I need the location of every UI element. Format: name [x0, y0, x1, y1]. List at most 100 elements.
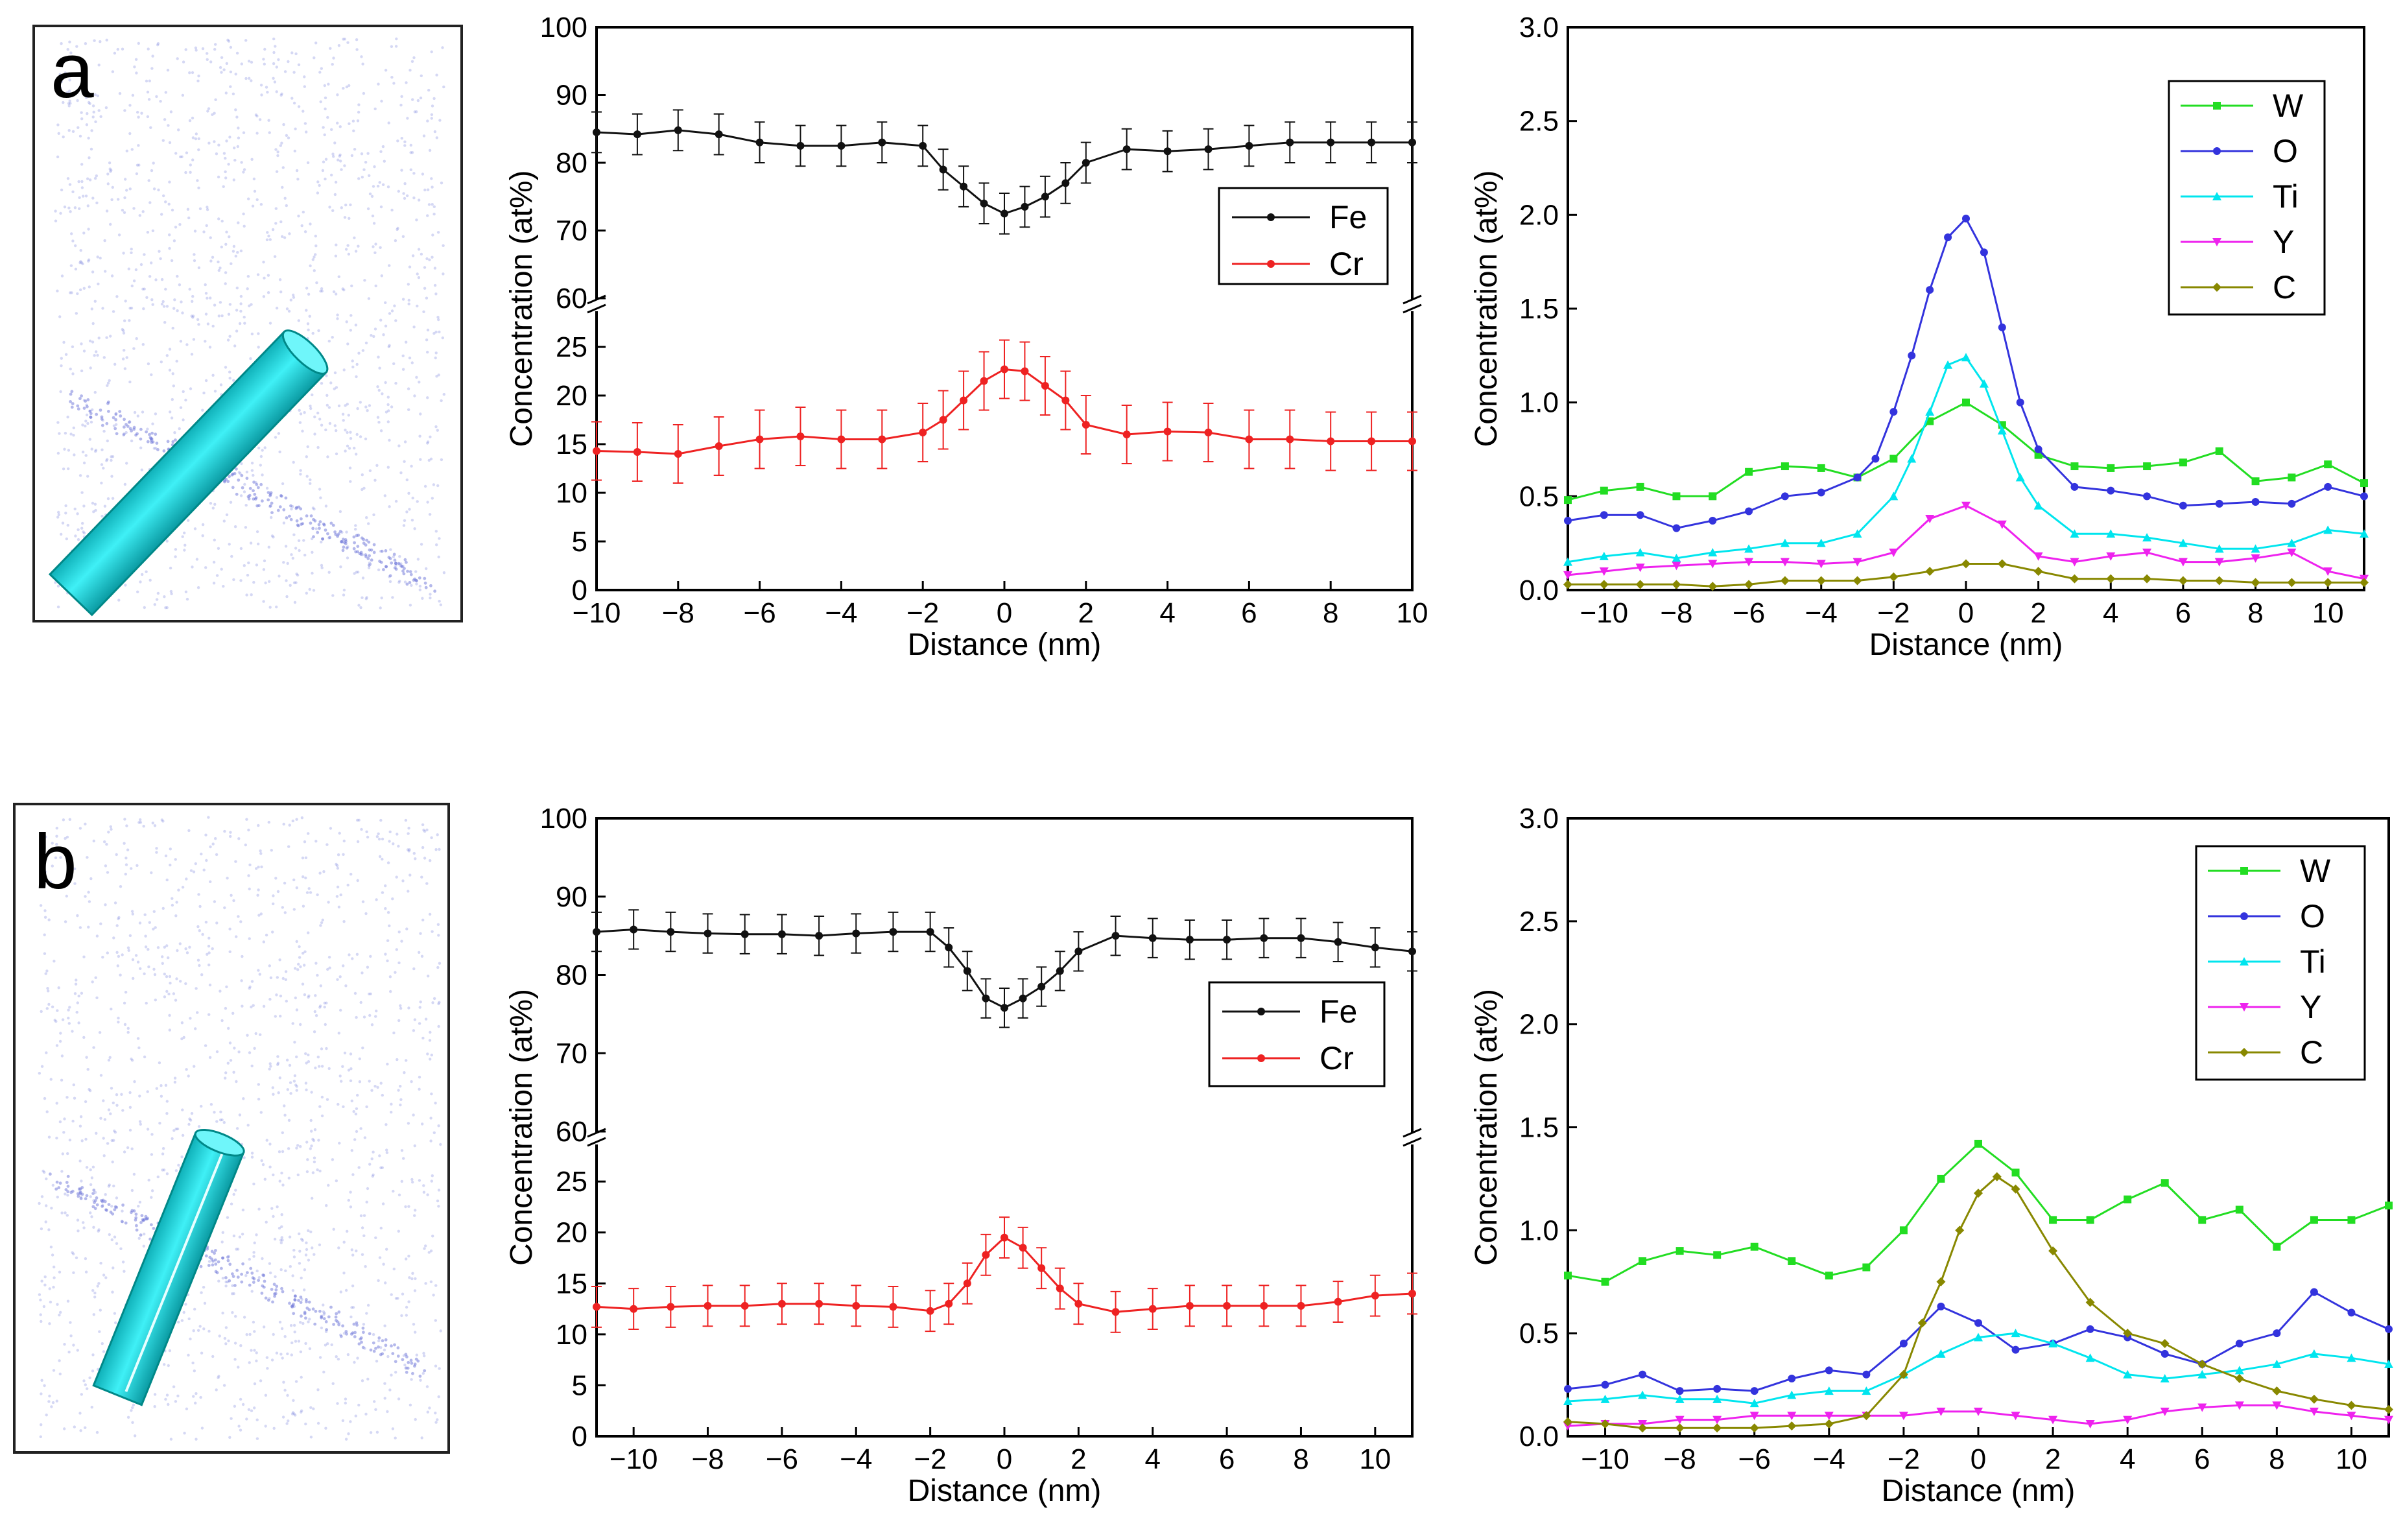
atom-dot [340, 540, 343, 543]
atom-dot [76, 404, 80, 408]
atom-dot [74, 982, 78, 986]
atom-dot [144, 945, 148, 949]
atom-dot [234, 108, 237, 112]
atom-dot [105, 421, 109, 425]
atom-dot [56, 584, 60, 587]
atom-dot [124, 300, 127, 303]
atom-dot [300, 816, 304, 820]
atom-dot [84, 399, 88, 403]
y-tick-label: 2.0 [1519, 199, 1559, 231]
atom-dot [435, 136, 438, 139]
atom-dot [161, 1168, 164, 1172]
atom-dot [63, 1343, 66, 1346]
atom-dot [300, 523, 303, 526]
atom-dot [307, 1300, 311, 1304]
atom-dot [56, 1303, 59, 1306]
atom-dot [323, 1311, 326, 1315]
data-point [1163, 427, 1172, 436]
atom-dot [434, 1364, 438, 1368]
data-point [1780, 558, 1790, 567]
atom-dot [362, 1331, 365, 1334]
atom-dot [60, 80, 64, 84]
atom-dot [319, 1004, 322, 1008]
atom-dot [354, 1414, 357, 1417]
data-point [2251, 477, 2260, 486]
data-point [1563, 580, 1572, 589]
data-point [2323, 578, 2333, 587]
atom-dot [363, 279, 366, 282]
atom-dot [152, 187, 156, 191]
atom-dot [301, 1238, 304, 1242]
data-point [1041, 382, 1049, 390]
atom-dot [45, 1414, 48, 1417]
atom-dot [184, 398, 187, 402]
atom-dot [174, 152, 178, 155]
atom-dot [252, 1277, 256, 1281]
atom-dot [372, 222, 376, 225]
atom-dot [370, 1023, 374, 1026]
atom-dot [121, 1209, 124, 1213]
atom-dot [257, 866, 260, 869]
atom-dot [167, 202, 171, 206]
atom-dot [85, 123, 89, 126]
atom-dot [357, 1166, 361, 1169]
y-tick-label: 0.5 [1519, 480, 1559, 512]
atom-dot [372, 1349, 376, 1353]
atom-dot [70, 232, 73, 235]
atom-dot [103, 1118, 107, 1121]
atom-dot [437, 1025, 440, 1028]
atom-dot [211, 255, 215, 259]
atom-dot [399, 1004, 402, 1008]
atom-dot [168, 141, 172, 145]
atom-dot [327, 571, 331, 574]
atom-dot [314, 253, 317, 256]
data-point [1817, 488, 1825, 497]
atom-dot [390, 45, 394, 49]
atom-dot [395, 875, 398, 879]
atom-dot [403, 558, 407, 562]
atom-dot [160, 213, 163, 216]
atom-dot [270, 849, 273, 852]
atom-dot [227, 1339, 230, 1343]
atom-dot [244, 843, 247, 847]
atom-dot [386, 420, 390, 423]
atom-dot [117, 954, 121, 958]
atom-dot [150, 431, 154, 435]
atom-dot [263, 276, 266, 279]
atom-dot [281, 1150, 285, 1154]
atom-dot [403, 1363, 407, 1367]
atom-dot [226, 38, 230, 41]
atom-dot [64, 1188, 68, 1192]
atom-dot [228, 335, 231, 338]
atom-dot [268, 504, 272, 508]
atom-dot [302, 951, 305, 955]
atom-dot [300, 1409, 303, 1412]
y-tick-label: 0.5 [1519, 1318, 1559, 1349]
atom-dot [82, 531, 86, 535]
atom-dot [40, 1227, 43, 1231]
atom-dot [106, 458, 109, 461]
y-tick-label: 2.0 [1519, 1009, 1559, 1041]
atom-dot [335, 1312, 338, 1316]
atom-dot [295, 1055, 298, 1059]
atom-dot [349, 1191, 352, 1194]
atom-dot [415, 579, 418, 583]
atom-dot [57, 132, 60, 135]
atom-dot [107, 831, 110, 834]
atom-dot [267, 545, 270, 549]
data-point [1061, 179, 1070, 187]
data-point [2033, 501, 2043, 510]
atom-dot [118, 410, 122, 413]
atom-dot [276, 890, 280, 894]
atom-dot [423, 857, 427, 860]
data-point [2178, 538, 2188, 547]
atom-dot [312, 1407, 315, 1410]
atom-dot [174, 555, 177, 558]
data-point [1980, 248, 1988, 257]
atom-dot [353, 236, 356, 239]
atom-dot [270, 534, 274, 538]
atom-dot [313, 508, 316, 511]
atom-dot [372, 1150, 375, 1154]
atom-dot [250, 1005, 253, 1009]
data-point [2385, 1202, 2393, 1210]
